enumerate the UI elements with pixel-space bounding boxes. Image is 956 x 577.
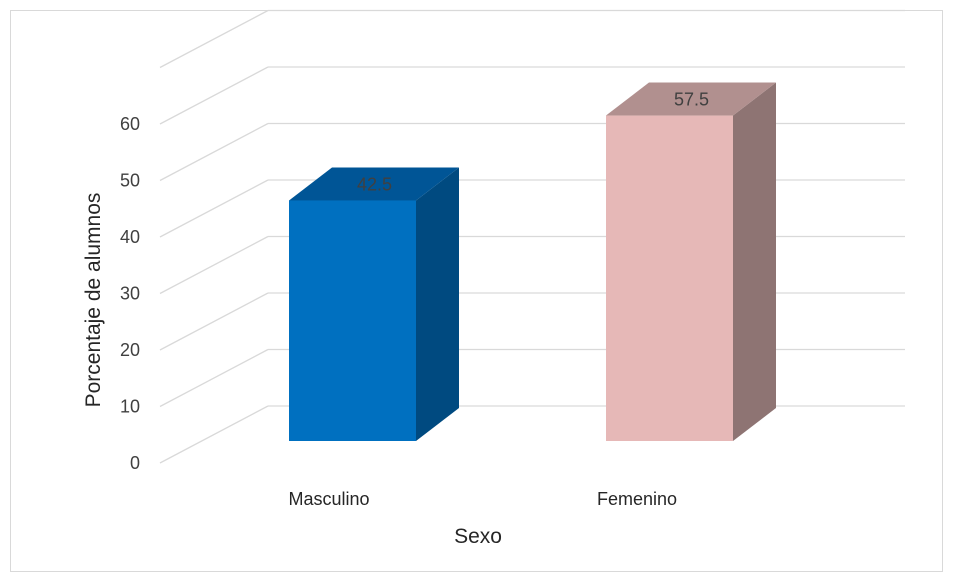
x-axis-title: Sexo bbox=[454, 525, 502, 548]
y-tick-label: 10 bbox=[120, 397, 140, 417]
gridline-side bbox=[159, 348, 269, 408]
x-axis-categories: Masculino Femenino bbox=[288, 489, 677, 509]
y-axis-title: Porcentaje de alumnos bbox=[82, 193, 105, 408]
bar-masculino: 42.5 bbox=[289, 167, 459, 441]
gridline-side bbox=[159, 122, 269, 182]
bar-side bbox=[416, 167, 459, 441]
gridline-side bbox=[159, 9, 269, 69]
y-tick-label: 0 bbox=[130, 453, 140, 473]
y-tick-label: 60 bbox=[120, 114, 140, 134]
gridline-side bbox=[159, 179, 269, 238]
gridline-side bbox=[159, 292, 269, 351]
gridlines bbox=[159, 9, 905, 464]
bar-side bbox=[733, 82, 776, 442]
bar-top bbox=[289, 167, 459, 201]
bar-top bbox=[606, 82, 776, 116]
y-tick-label: 40 bbox=[120, 227, 140, 247]
bar-front bbox=[606, 115, 733, 442]
bar-femenino: 57.5 bbox=[606, 82, 776, 442]
x-tick-label: Masculino bbox=[288, 489, 369, 509]
data-label: 42.5 bbox=[357, 174, 392, 194]
gridline-side bbox=[159, 405, 269, 464]
x-tick-label: Femenino bbox=[597, 489, 677, 509]
bars: 42.5 57.5 bbox=[289, 82, 776, 442]
bar-front bbox=[289, 200, 416, 441]
y-tick-label: 50 bbox=[120, 171, 140, 191]
y-axis-ticks: 0 10 20 30 40 50 60 bbox=[120, 114, 140, 473]
data-label: 57.5 bbox=[674, 90, 709, 110]
gridline-side bbox=[159, 66, 269, 125]
gridline-side bbox=[159, 235, 269, 295]
y-tick-label: 20 bbox=[120, 340, 140, 360]
y-tick-label: 30 bbox=[120, 284, 140, 304]
